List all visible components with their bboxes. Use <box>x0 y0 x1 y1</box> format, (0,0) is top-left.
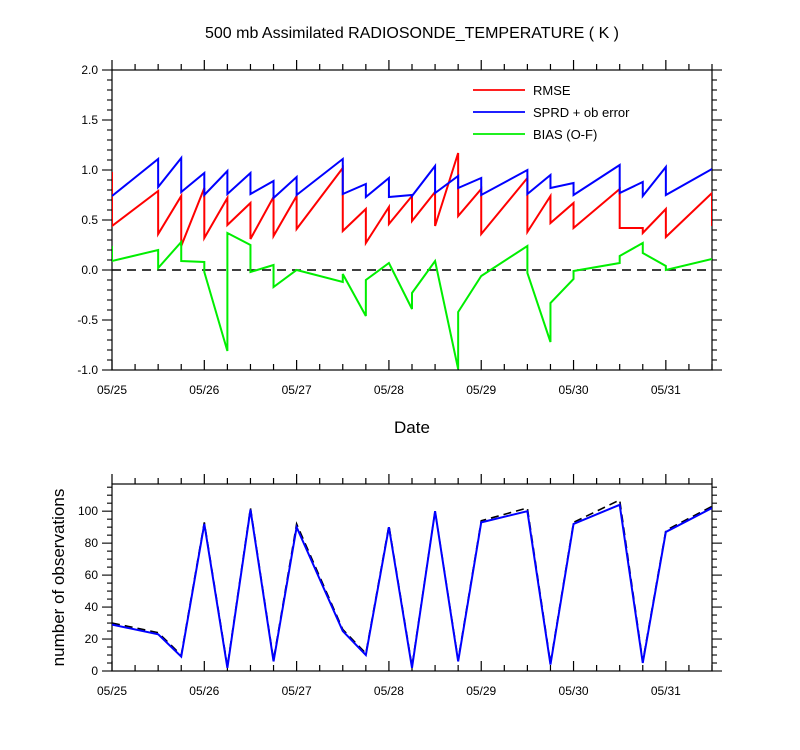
x-axis-title: Date <box>394 418 430 437</box>
x-tick-label: 05/29 <box>466 383 496 397</box>
x-tick-label: 05/27 <box>282 684 312 698</box>
y-tick-label: 0 <box>91 664 98 678</box>
series-line-rmse <box>112 152 712 247</box>
y-tick-label: 0.0 <box>81 263 98 277</box>
plot-frame <box>111 483 713 672</box>
x-tick-label: 05/28 <box>374 684 404 698</box>
x-tick-label: 05/31 <box>651 684 681 698</box>
top-chart: 05/25 05/26 05/27 05/28 05/29 05/30 05/31 -1.0 -… <box>77 25 722 437</box>
y-tick-label: 1.0 <box>81 163 98 177</box>
series-line-assimilated <box>112 503 712 668</box>
x-tick-label: 05/31 <box>651 383 681 397</box>
x-tick-label: 05/26 <box>189 684 219 698</box>
legend-label: SPRD + ob error <box>533 105 630 120</box>
x-tick-label: 05/30 <box>559 684 589 698</box>
y-tick-label: -1.0 <box>77 363 98 377</box>
y-axis-title: number of observations <box>49 489 68 667</box>
y-tick-label: -0.5 <box>77 313 98 327</box>
y-tick-label: 20 <box>85 632 99 646</box>
y-tick-label: 40 <box>85 600 99 614</box>
series-line-bias-o-f- <box>112 231 712 370</box>
legend-label: RMSE <box>533 83 571 98</box>
y-tick-label: 0.5 <box>81 213 98 227</box>
y-tick-label: 100 <box>78 504 98 518</box>
y-tick-label: 2.0 <box>81 63 98 77</box>
y-tick-label: 1.5 <box>81 113 98 127</box>
legend-label: BIAS (O-F) <box>533 127 597 142</box>
x-tick-label: 05/25 <box>97 383 127 397</box>
x-tick-label: 05/30 <box>559 383 589 397</box>
x-tick-label: 05/26 <box>189 383 219 397</box>
x-tick-label: 05/29 <box>466 684 496 698</box>
chart-title: 500 mb Assimilated RADIOSONDE_TEMPERATUR… <box>205 25 619 42</box>
y-tick-label: 60 <box>85 568 99 582</box>
bottom-chart: 05/25 05/26 05/27 05/28 05/29 05/30 05/31 0 20 40… <box>49 474 722 698</box>
x-tick-label: 05/28 <box>374 383 404 397</box>
series-line-sprd-ob-error <box>112 155 712 201</box>
x-tick-label: 05/25 <box>97 684 127 698</box>
x-tick-label: 05/27 <box>282 383 312 397</box>
y-tick-label: 80 <box>85 536 99 550</box>
